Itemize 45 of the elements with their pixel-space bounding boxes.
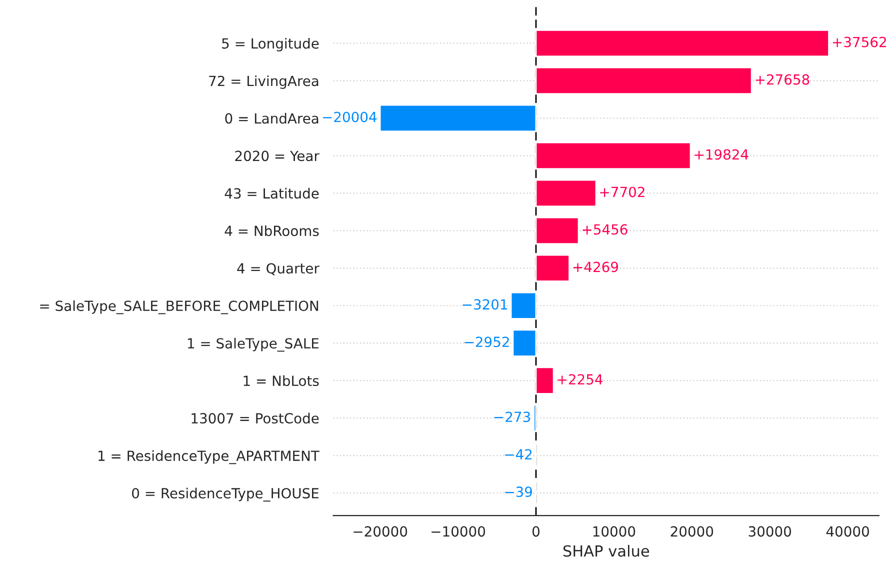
y-tick-label: 4 = NbRooms [224, 225, 319, 236]
x-tick-label: −20000 [354, 526, 408, 537]
data-label: −2952 [464, 336, 509, 348]
bar [510, 292, 537, 320]
x-tick-label: 30000 [748, 526, 792, 537]
y-tick-label: 1 = ResidenceType_APARTMENT [98, 450, 320, 464]
bar [512, 329, 537, 357]
x-tick-label: −10000 [432, 526, 486, 537]
data-label: +7702 [600, 186, 644, 198]
data-label: +5456 [582, 224, 628, 235]
data-label: +27658 [756, 74, 810, 85]
y-tick-label: 5 = Longitude [222, 38, 319, 52]
data-label: +4269 [573, 262, 618, 272]
y-tick-label: = SaleType_SALE_BEFORE_COMPLETION [40, 300, 318, 314]
data-label: −39 [505, 486, 532, 498]
bar [533, 404, 537, 432]
bar [535, 216, 580, 244]
bar [535, 142, 692, 170]
y-tick-label: 0 = LandArea [225, 112, 318, 124]
x-tick-label: 20000 [670, 526, 714, 537]
data-label: +37562 [832, 36, 886, 48]
bar [379, 104, 537, 132]
data-label: −3201 [462, 299, 508, 310]
bar [535, 254, 570, 282]
y-tick-label: 43 = Latitude [224, 188, 319, 199]
bar [535, 29, 830, 58]
y-tick-label: 72 = LivingArea [209, 75, 318, 89]
y-tick-label: 1 = SaleType_SALE [188, 338, 319, 352]
x-tick-label: 0 [532, 526, 540, 537]
bar [535, 66, 752, 95]
y-tick-label: 2020 = Year [235, 150, 320, 162]
data-label: +19824 [694, 149, 748, 160]
data-label: −42 [505, 449, 532, 460]
data-label: −20004 [322, 112, 377, 122]
y-tick-label: 1 = NbLots [244, 375, 319, 386]
x-tick-label: 40000 [826, 526, 869, 537]
x-tick-label: 10000 [593, 526, 636, 537]
x-axis-title: SHAP value [563, 544, 650, 557]
y-tick-label: 4 = Quarter [237, 263, 320, 276]
bar [535, 179, 597, 207]
y-tick-label: 13007 = PostCode [192, 412, 319, 424]
data-label: +2254 [558, 374, 602, 385]
data-label: −273 [494, 412, 530, 422]
y-tick-label: 0 = ResidenceType_HOUSE [132, 488, 319, 502]
bar [535, 366, 554, 394]
